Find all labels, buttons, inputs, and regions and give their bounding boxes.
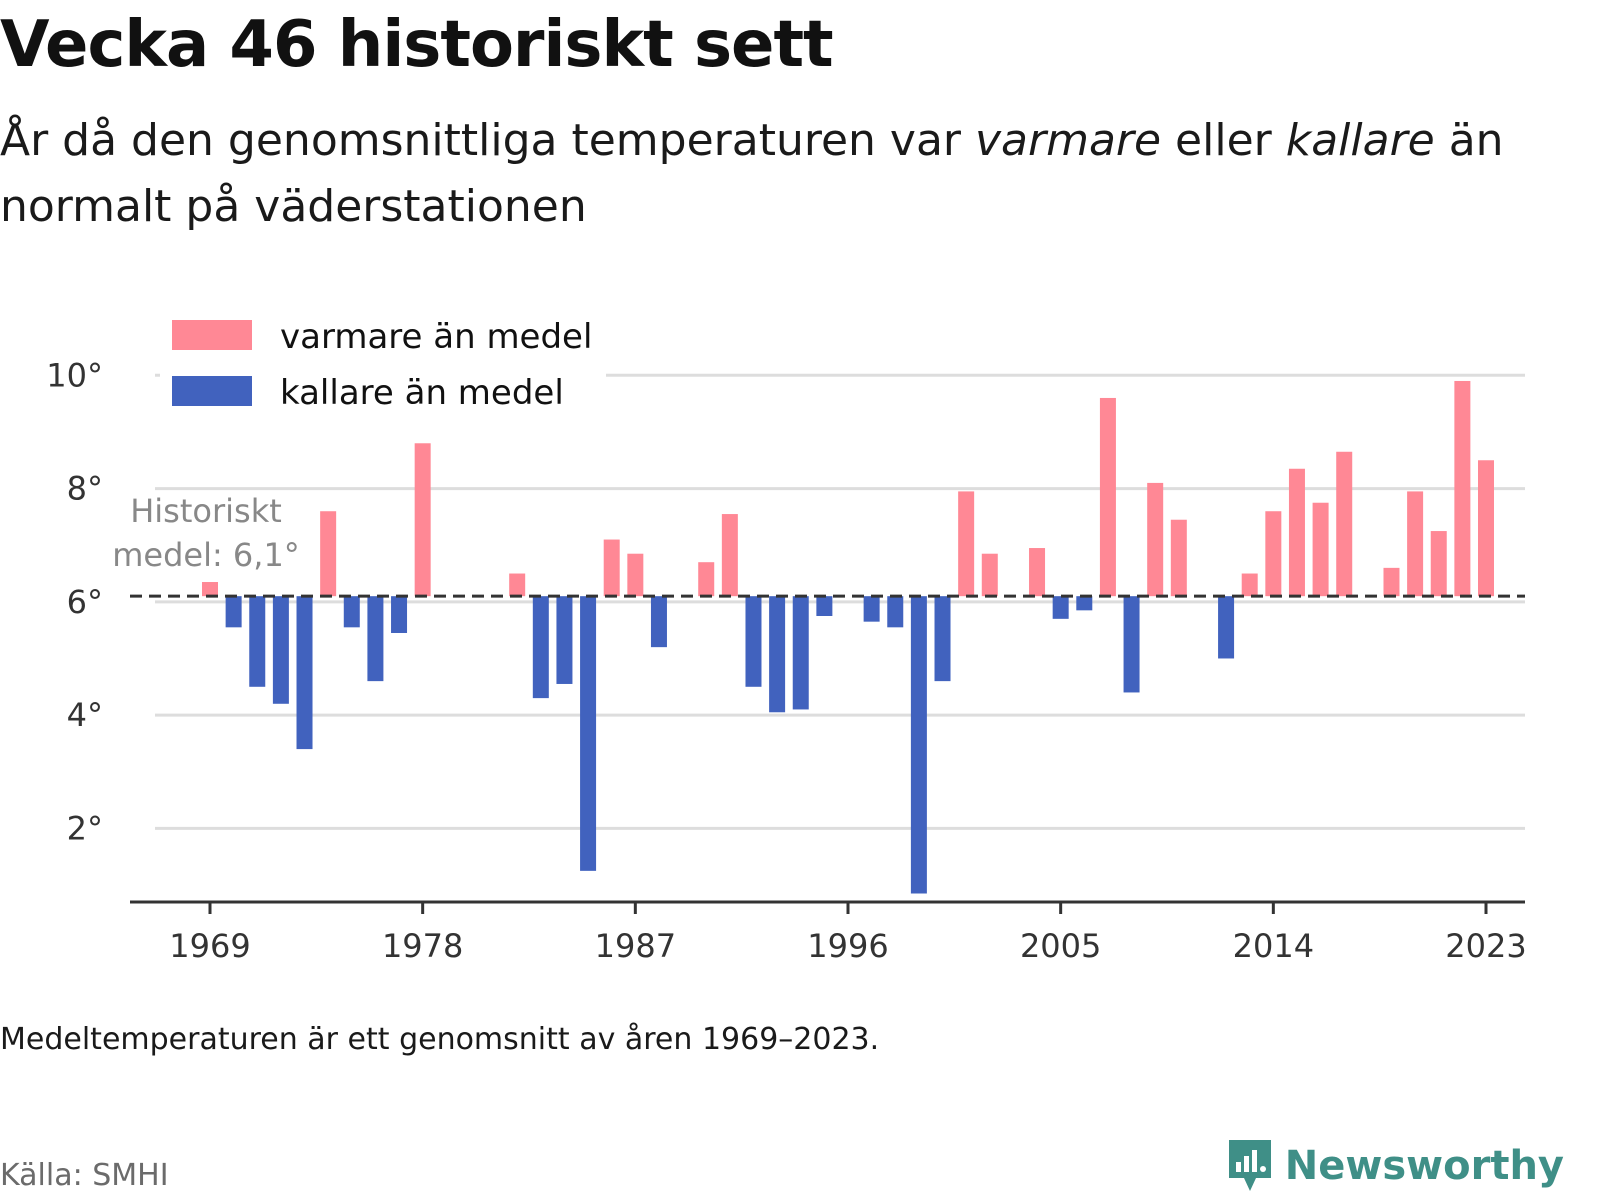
bar-2002 — [981, 553, 998, 597]
x-tick-label: 2005 — [1020, 927, 1101, 960]
legend-label-cold: kallare än medel — [280, 373, 564, 413]
x-tick-label: 1969 — [169, 927, 250, 960]
subtitle-part2: eller — [1161, 115, 1286, 166]
bar-1986 — [603, 539, 620, 597]
bar-2020 — [1407, 491, 1424, 597]
bar-1974 — [320, 511, 337, 597]
axes: 1969 1978 1987 1996 2005 2014 2023 — [130, 900, 1527, 960]
bar-1969 — [202, 582, 218, 597]
mean-label-line2: medel: 6,1° — [112, 536, 300, 574]
bars — [202, 380, 1494, 894]
chart-title: Vecka 46 historiskt sett — [0, 8, 834, 82]
legend-swatch-cold — [172, 376, 252, 406]
brand-logo: Newsworthy — [1225, 1136, 1564, 1196]
y-tick-label: 6° — [67, 583, 103, 621]
x-tick-label: 1978 — [382, 927, 463, 960]
source-credit: Källa: SMHI — [0, 1158, 169, 1193]
bar-2014 — [1265, 511, 1282, 597]
bar-1987 — [627, 553, 644, 597]
bar-2016 — [1312, 502, 1329, 597]
bar-1984 — [556, 596, 573, 684]
legend-swatch-warm — [172, 320, 252, 350]
x-tick-label: 2014 — [1233, 927, 1314, 960]
subtitle-part1: År då den genomsnittliga temperaturen va… — [0, 115, 975, 166]
bar-1999 — [910, 596, 927, 894]
bar-2000 — [934, 596, 951, 682]
newsworthy-logo-icon — [1228, 1140, 1271, 1191]
subtitle-colder: kallare — [1285, 115, 1435, 166]
bar-2001 — [958, 491, 975, 597]
bar-1993 — [769, 596, 786, 713]
bar-2021 — [1430, 531, 1447, 597]
mean-label-line1: Historiskt — [130, 492, 282, 530]
mean-marker: Historiskt medel: 6,1° — [112, 492, 1525, 598]
brand-name: Newsworthy — [1284, 1143, 1564, 1189]
bar-1976 — [367, 596, 384, 682]
bar-1977 — [391, 596, 408, 633]
bar-1985 — [580, 596, 597, 871]
bar-1991 — [721, 514, 738, 597]
bar-1983 — [532, 596, 549, 699]
bar-2019 — [1383, 567, 1400, 597]
bar-1982 — [509, 573, 526, 597]
bar-1990 — [698, 562, 715, 597]
bar-1995 — [816, 596, 833, 616]
chart-subtitle: År då den genomsnittliga temperaturen va… — [0, 108, 1540, 240]
bar-1975 — [343, 596, 360, 628]
bar-2012 — [1218, 596, 1235, 659]
subtitle-part3: än normalt på väderstationen — [0, 115, 1504, 232]
bar-2015 — [1288, 468, 1305, 597]
bar-1972 — [272, 596, 289, 704]
bar-1971 — [249, 596, 266, 687]
x-tick-label: 1987 — [595, 927, 676, 960]
bar-1998 — [887, 596, 904, 628]
bar-2010 — [1170, 519, 1187, 597]
bar-1978 — [414, 443, 431, 597]
bar-1970 — [225, 596, 242, 628]
bar-1992 — [745, 596, 762, 687]
x-tick-label: 2023 — [1445, 927, 1526, 960]
gridlines: 2° 4° 6° 8° 10° — [46, 356, 1525, 847]
bar-2022 — [1454, 380, 1471, 597]
bar-2004 — [1029, 548, 1046, 597]
bar-2023 — [1478, 460, 1494, 597]
bar-2007 — [1099, 397, 1116, 597]
bar-2009 — [1147, 482, 1164, 597]
legend: varmare än medel kallare än medel — [160, 310, 606, 422]
bar-1994 — [792, 596, 809, 710]
bar-2013 — [1241, 573, 1258, 597]
y-tick-label: 4° — [67, 696, 103, 734]
bar-2017 — [1336, 451, 1353, 597]
bar-1997 — [863, 596, 880, 622]
bar-2006 — [1076, 596, 1093, 611]
footnote: Medeltemperaturen är ett genomsnitt av å… — [0, 1022, 880, 1057]
y-tick-label: 10° — [46, 356, 103, 394]
x-tick-label: 1996 — [807, 927, 888, 960]
bar-2008 — [1123, 596, 1140, 693]
bar-1988 — [650, 596, 667, 648]
y-tick-label: 8° — [67, 470, 103, 508]
legend-label-warm: varmare än medel — [280, 317, 592, 357]
bar-1973 — [296, 596, 313, 750]
y-tick-label: 2° — [67, 809, 103, 847]
bar-2005 — [1052, 596, 1069, 619]
subtitle-warmer: varmare — [974, 115, 1162, 166]
